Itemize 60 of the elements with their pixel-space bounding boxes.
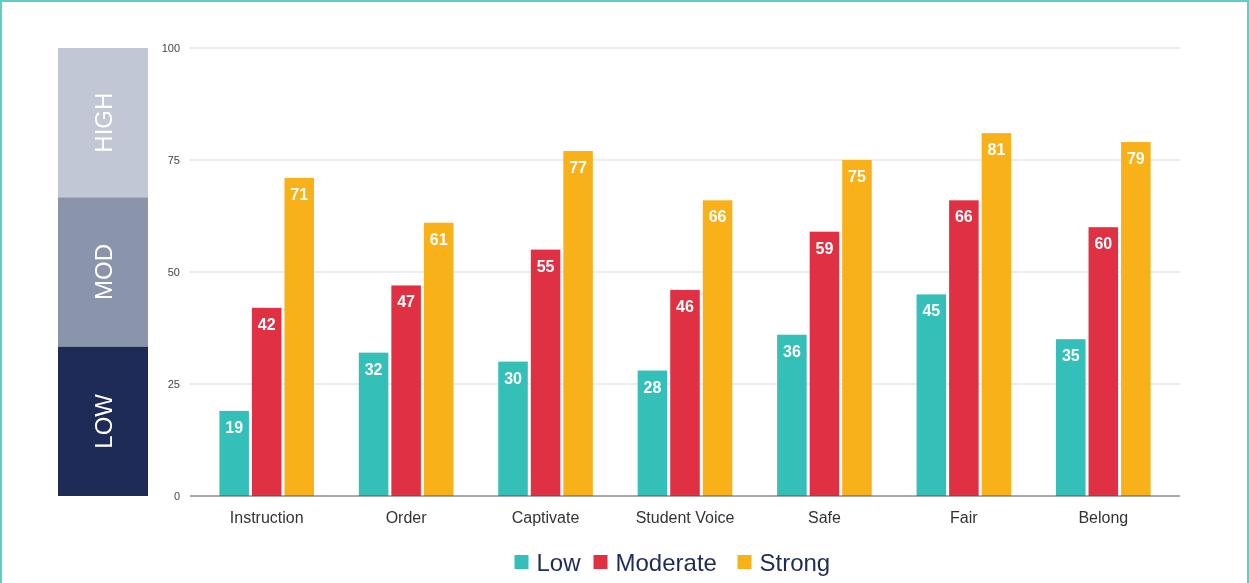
bar — [777, 334, 807, 496]
bar — [391, 285, 421, 496]
bar — [949, 200, 979, 496]
bar — [1088, 227, 1119, 496]
x-tick-label: Instruction — [229, 509, 304, 526]
bar — [670, 289, 700, 496]
legend-label: Low — [536, 549, 582, 576]
y-tick-label: 0 — [173, 490, 180, 502]
data-label: 30 — [504, 369, 523, 387]
data-label: 60 — [1094, 235, 1113, 253]
x-tick-label: Safe — [807, 509, 841, 526]
data-label: 28 — [643, 378, 662, 396]
bar — [530, 249, 561, 496]
bar — [1056, 339, 1086, 496]
text: MOD — [90, 244, 117, 300]
data-label: 19 — [225, 418, 244, 436]
bar — [809, 231, 840, 496]
y-tick-label: 25 — [167, 378, 180, 390]
data-label: 42 — [257, 315, 276, 333]
legend-label: Moderate — [615, 549, 717, 576]
data-label: 36 — [783, 342, 801, 360]
y-tick-label: 75 — [167, 154, 180, 166]
x-tick-label: Student Voice — [635, 509, 735, 526]
bar — [916, 294, 947, 496]
x-tick-label: Fair — [950, 509, 979, 526]
text: LOW — [90, 393, 117, 449]
data-label: 66 — [954, 208, 973, 226]
data-label: 46 — [676, 297, 694, 315]
data-label: 81 — [987, 141, 1006, 159]
bar — [498, 361, 528, 496]
bar — [981, 133, 1012, 496]
bar — [219, 410, 249, 496]
bar — [702, 200, 733, 496]
bar — [637, 370, 668, 496]
data-label: 45 — [922, 302, 941, 320]
x-tick-label: Order — [385, 509, 428, 526]
legend-label: Strong — [759, 549, 831, 576]
bar — [358, 352, 389, 496]
text: HIGH — [90, 92, 117, 153]
data-label: 79 — [1126, 150, 1145, 168]
data-label: 55 — [536, 257, 555, 275]
data-label: 75 — [848, 168, 866, 185]
x-tick-label: Captivate — [511, 509, 580, 526]
data-label: 47 — [397, 293, 416, 311]
bar — [563, 151, 593, 496]
data-label: 32 — [364, 360, 383, 378]
data-label: 71 — [290, 185, 309, 203]
data-label: 59 — [815, 239, 834, 257]
x-tick-label: Belong — [1078, 509, 1129, 526]
data-label: 35 — [1061, 347, 1080, 365]
bar — [284, 177, 314, 496]
bar — [251, 307, 282, 496]
bar — [842, 160, 872, 496]
y-tick-label: 100 — [161, 42, 180, 54]
data-label: 77 — [569, 159, 588, 177]
data-label: 66 — [708, 208, 727, 226]
bar — [423, 222, 454, 496]
y-tick-label: 50 — [167, 266, 180, 278]
bar — [1121, 142, 1151, 496]
data-label: 61 — [429, 230, 448, 248]
